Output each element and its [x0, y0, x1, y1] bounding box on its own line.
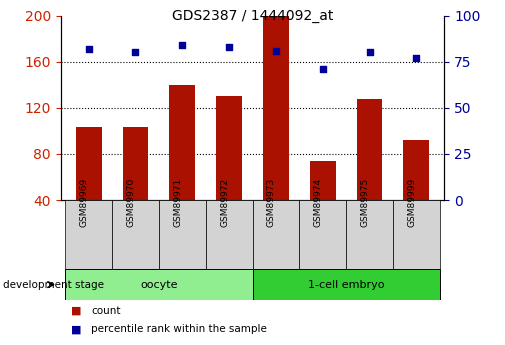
FancyBboxPatch shape [206, 200, 252, 269]
FancyBboxPatch shape [299, 200, 346, 269]
Point [412, 55, 420, 61]
Text: GSM89969: GSM89969 [80, 178, 89, 227]
Bar [403, 140, 429, 200]
Text: ■: ■ [71, 325, 81, 334]
FancyBboxPatch shape [112, 200, 159, 269]
Text: 1-cell embryo: 1-cell embryo [308, 280, 384, 289]
Point [85, 46, 93, 51]
Text: GSM89973: GSM89973 [267, 178, 276, 227]
FancyBboxPatch shape [393, 200, 440, 269]
Text: ■: ■ [71, 306, 81, 315]
Bar [357, 99, 382, 200]
Point [225, 44, 233, 50]
Point [366, 50, 374, 55]
Text: GSM89975: GSM89975 [361, 178, 370, 227]
FancyBboxPatch shape [252, 200, 299, 269]
FancyBboxPatch shape [346, 200, 393, 269]
Text: GSM89971: GSM89971 [173, 178, 182, 227]
Bar [252, 269, 440, 300]
FancyBboxPatch shape [159, 200, 206, 269]
Bar [310, 161, 336, 200]
Text: GSM89999: GSM89999 [408, 178, 416, 227]
Point [131, 50, 139, 55]
Point [319, 66, 327, 72]
FancyBboxPatch shape [65, 200, 112, 269]
Bar [169, 85, 195, 200]
Text: oocyte: oocyte [140, 280, 178, 289]
Bar [76, 127, 102, 200]
Bar [65, 269, 252, 300]
Text: count: count [91, 306, 120, 315]
Bar [123, 127, 148, 200]
Point [178, 42, 186, 48]
Text: development stage: development stage [3, 280, 104, 289]
Bar [216, 96, 242, 200]
Text: GSM89972: GSM89972 [220, 178, 229, 227]
Point [272, 48, 280, 53]
Text: GSM89970: GSM89970 [126, 178, 135, 227]
Text: GSM89974: GSM89974 [314, 178, 323, 227]
Text: GDS2387 / 1444092_at: GDS2387 / 1444092_at [172, 9, 333, 23]
Bar [263, 16, 289, 200]
Text: percentile rank within the sample: percentile rank within the sample [91, 325, 267, 334]
